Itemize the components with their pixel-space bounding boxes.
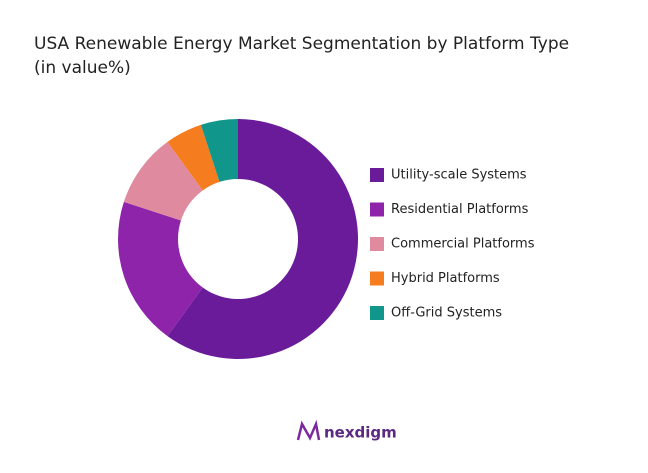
donut-segment [167, 119, 359, 359]
legend-label: Commercial Platforms [391, 237, 535, 252]
donut-segment [123, 141, 203, 221]
legend-swatch [370, 271, 384, 286]
donut-segment [200, 119, 238, 182]
legend-label: Residential Platforms [391, 202, 529, 217]
donut-segment [167, 124, 220, 191]
legend-swatch [370, 237, 384, 251]
donut-segment [118, 201, 203, 337]
legend-label: Utility-scale Systems [391, 168, 527, 183]
brand-logo: nexdigm [296, 419, 397, 442]
legend-label: Off-Grid Systems [391, 306, 502, 321]
legend-label: Hybrid Platforms [391, 271, 500, 286]
legend-swatch [370, 168, 384, 182]
brand-name: nexdigm [324, 424, 397, 442]
chart-subtitle: (in value%) [34, 58, 131, 78]
logo-icon [296, 419, 321, 441]
legend-swatch [370, 202, 384, 217]
legend-swatch [370, 306, 384, 320]
chart-title: USA Renewable Energy Market Segmentation… [34, 34, 569, 54]
